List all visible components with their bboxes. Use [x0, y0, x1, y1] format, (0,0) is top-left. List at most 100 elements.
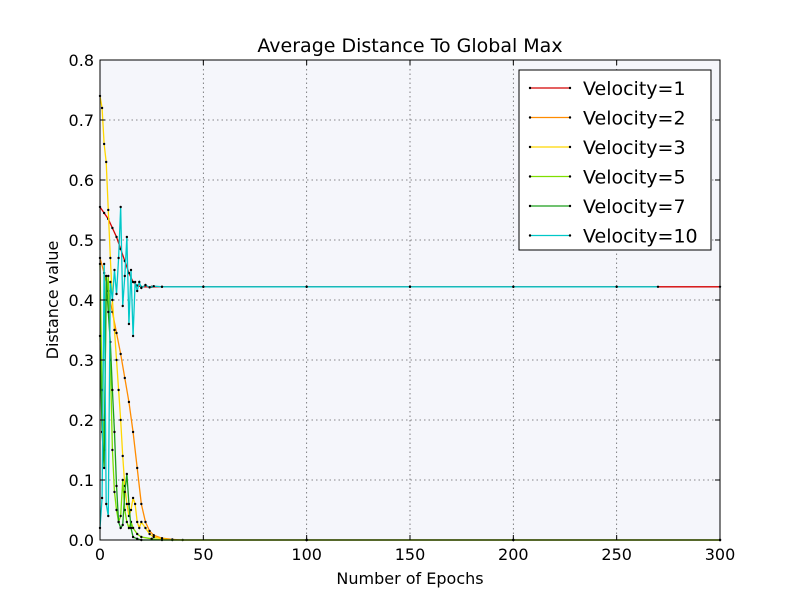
data-point: [107, 274, 110, 278]
legend-entry: Velocity=1: [528, 78, 686, 100]
data-point: [129, 268, 133, 272]
data-point: [117, 520, 120, 524]
data-point: [121, 523, 124, 527]
data-point: [119, 514, 122, 518]
data-point: [408, 285, 412, 288]
legend-entry: Velocity=3: [528, 137, 686, 159]
data-point: [123, 376, 127, 380]
series-line: [99, 263, 720, 541]
data-point: [133, 502, 137, 506]
data-point: [131, 526, 135, 530]
data-point: [100, 106, 104, 110]
data-point: [115, 508, 118, 512]
data-point: [127, 502, 131, 506]
legend-marker: [528, 204, 532, 208]
data-point: [115, 235, 118, 239]
data-point: [202, 285, 205, 288]
data-point: [140, 535, 143, 539]
data-point: [129, 508, 133, 512]
legend-label: Velocity=10: [583, 226, 698, 248]
y-tick-label: 0.4: [69, 291, 94, 310]
data-point: [133, 280, 137, 284]
data-point: [136, 520, 139, 524]
data-point: [148, 532, 151, 536]
legend-marker: [528, 234, 532, 237]
chart-title: Average Distance To Global Max: [257, 35, 562, 57]
data-point: [107, 514, 110, 518]
y-tick-label: 0.7: [69, 111, 94, 130]
data-point: [656, 285, 660, 288]
data-point: [125, 472, 129, 476]
data-point: [109, 256, 112, 260]
data-point: [119, 526, 122, 530]
data-point: [113, 490, 116, 494]
legend-label: Velocity=7: [583, 196, 686, 218]
data-point: [102, 142, 106, 146]
data-point: [111, 448, 114, 452]
data-point: [152, 285, 155, 288]
data-point: [152, 535, 155, 539]
data-point: [615, 285, 618, 288]
y-tick-label: 0.2: [69, 411, 94, 430]
data-point: [144, 283, 147, 287]
data-point: [512, 285, 515, 288]
legend-label: Velocity=3: [583, 137, 686, 159]
legend-marker: [568, 86, 572, 90]
data-point: [129, 526, 133, 530]
data-point: [117, 388, 120, 392]
data-point: [131, 334, 135, 338]
legend-marker: [568, 234, 572, 237]
data-point: [136, 466, 139, 470]
legend-label: Velocity=2: [583, 108, 686, 130]
legend-marker: [568, 116, 572, 119]
y-tick-label: 0.1: [69, 471, 94, 490]
data-point: [105, 274, 108, 278]
y-tick-label: 0.6: [69, 171, 94, 190]
y-tick-labels: 0.0 0.1 0.2 0.3 0.4 0.5 0.6 0.7 0.8: [69, 51, 94, 550]
data-point: [127, 400, 131, 404]
legend-entry: Velocity=5: [528, 167, 686, 189]
data-point: [107, 310, 110, 314]
y-axis-label: Distance value: [43, 241, 62, 360]
data-point: [131, 535, 135, 539]
legend-entry: Velocity=10: [528, 226, 698, 248]
data-point: [113, 328, 116, 332]
data-point: [109, 280, 112, 284]
y-tick-label: 0.5: [69, 231, 94, 250]
legend-box: [518, 69, 712, 251]
data-point: [111, 388, 114, 392]
x-axis-label: Number of Epochs: [336, 569, 483, 588]
data-point: [148, 529, 151, 533]
data-point: [119, 352, 122, 356]
data-point: [102, 466, 106, 470]
data-point: [127, 526, 131, 530]
legend-marker: [568, 204, 572, 208]
x-tick-label: 300: [705, 545, 736, 564]
data-point: [115, 358, 118, 362]
data-point: [144, 520, 147, 524]
legend-marker: [568, 175, 572, 178]
data-point: [136, 532, 139, 536]
data-point: [138, 526, 141, 530]
data-point: [144, 526, 147, 530]
data-point: [140, 520, 143, 524]
data-point: [127, 322, 131, 326]
legend-marker: [528, 86, 532, 90]
data-point: [111, 226, 114, 230]
data-point: [102, 262, 106, 266]
data-point: [123, 274, 127, 278]
data-point: [131, 430, 135, 434]
grid-lines: [100, 60, 720, 540]
y-tick-label: 0.3: [69, 351, 94, 370]
legend-label: Velocity=5: [583, 167, 686, 189]
legend-entry: Velocity=2: [528, 108, 686, 130]
data-point: [105, 502, 108, 506]
data-point: [121, 478, 124, 482]
data-point: [160, 285, 164, 288]
data-point: [140, 502, 143, 506]
data-point: [138, 280, 141, 284]
axis-ticks: [99, 59, 721, 541]
data-point: [136, 289, 139, 293]
legend-marker: [528, 175, 532, 178]
data-point: [111, 298, 114, 302]
